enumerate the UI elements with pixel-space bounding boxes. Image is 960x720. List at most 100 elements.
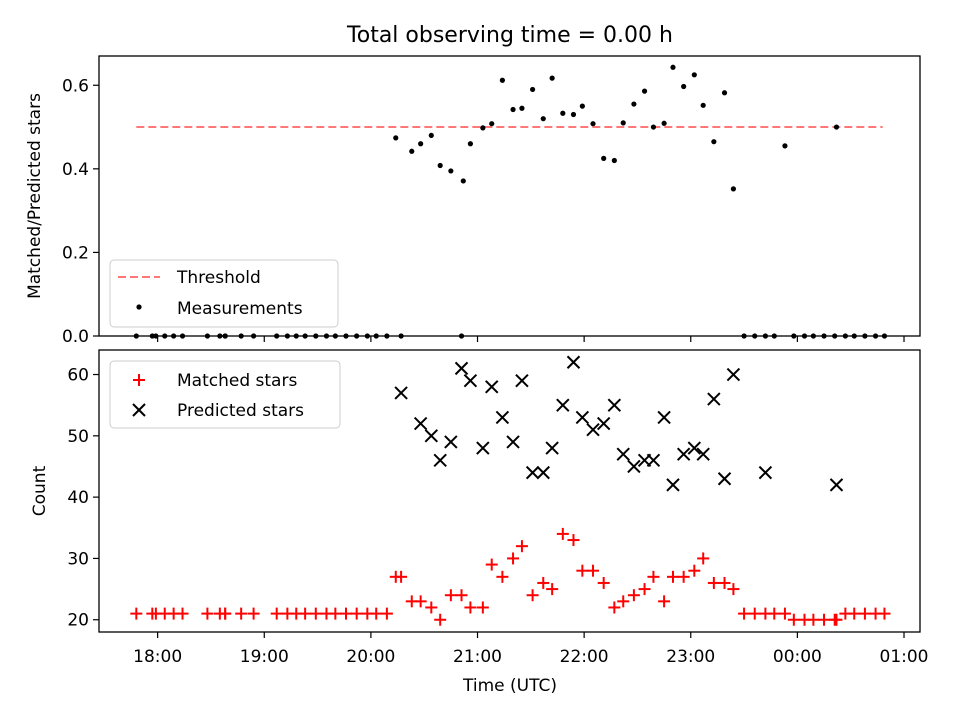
- measurements-legend-label: Measurements: [177, 299, 303, 319]
- threshold-legend-label: Threshold: [176, 268, 261, 288]
- count-y-tick-label: 40: [67, 488, 89, 508]
- measurement-point: [711, 139, 717, 145]
- measurement-point: [499, 77, 505, 83]
- matched-stars-point: [878, 607, 891, 620]
- measurement-point: [650, 124, 657, 130]
- predicted-stars-point: [657, 410, 671, 425]
- matched-stars-point: [425, 601, 438, 614]
- measurement-point: [782, 143, 788, 149]
- measurement-point: [519, 105, 525, 111]
- measurement-point: [620, 120, 626, 126]
- matched-stars-point: [677, 570, 690, 583]
- measurement-point: [540, 116, 546, 122]
- predicted-stars-point: [676, 447, 691, 461]
- measurement-point: [579, 103, 585, 109]
- matched-stars-point: [329, 607, 342, 620]
- matched-stars-point: [587, 564, 600, 577]
- matched-stars-point: [807, 613, 820, 626]
- matched-stars-point: [507, 552, 520, 565]
- measurement-point: [661, 120, 667, 126]
- predicted-stars-legend-label: Predicted stars: [177, 401, 304, 421]
- predicted-stars-point: [515, 373, 529, 388]
- predicted-stars-point: [616, 447, 630, 461]
- matched-stars-point: [778, 607, 791, 620]
- count-panel-frame: [98, 349, 921, 633]
- measurement-point: [437, 162, 443, 169]
- matched-stars-point: [444, 589, 457, 602]
- ratio-y-tick-label: 0.4: [62, 160, 89, 180]
- count-y-tick-label: 30: [67, 549, 89, 569]
- predicted-stars-point: [717, 472, 732, 486]
- matched-stars-point: [434, 613, 447, 626]
- matched-stars-point: [567, 534, 580, 547]
- matched-stars-point: [476, 601, 489, 614]
- measurement-point: [590, 121, 596, 127]
- ratio-panel-frame: [98, 55, 921, 337]
- matched-stars-point: [496, 570, 509, 583]
- measurement-point: [409, 148, 415, 154]
- count-y-tick-label: 50: [67, 427, 89, 447]
- matched-stars-point: [546, 583, 559, 596]
- measurement-point: [611, 157, 617, 164]
- measurement-point: [560, 110, 566, 116]
- measurement-point: [641, 88, 648, 94]
- count-y-axis-label: Count: [30, 465, 50, 516]
- predicted-stars-point: [556, 398, 570, 412]
- predicted-stars-point: [506, 435, 520, 449]
- ratio-legend-box: [109, 259, 339, 328]
- matched-stars-point: [414, 595, 427, 608]
- predicted-stars-point: [666, 478, 680, 492]
- predicted-stars-point: [495, 410, 510, 425]
- matched-stars-point: [707, 576, 720, 589]
- measurement-point: [691, 72, 697, 78]
- matched-stars-point: [597, 576, 610, 589]
- matched-stars-point: [309, 607, 322, 620]
- matched-stars-point: [395, 570, 408, 583]
- ratio-y-tick-label: 0.6: [62, 76, 89, 96]
- measurement-point: [833, 124, 840, 130]
- matched-stars-point: [201, 607, 214, 620]
- predicted-stars-point: [463, 373, 478, 388]
- measurement-point: [730, 186, 737, 192]
- predicted-stars-point: [575, 410, 590, 425]
- measurement-point: [670, 64, 676, 70]
- matched-stars-point: [176, 607, 189, 620]
- predicted-stars-legend-swatch: [132, 403, 146, 417]
- matched-stars-point: [537, 576, 550, 589]
- predicted-stars-point: [433, 453, 447, 468]
- predicted-stars-point: [476, 441, 490, 455]
- matched-stars-point: [235, 607, 248, 620]
- predicted-stars-point: [444, 435, 458, 449]
- matched-stars-point: [697, 552, 710, 565]
- ratio-legend: Threshold Measurements: [109, 259, 339, 328]
- matched-stars-point: [247, 607, 260, 620]
- predicted-stars-point: [586, 422, 600, 437]
- predicted-stars-point: [525, 465, 540, 480]
- ratio-y-tick-label: 0.0: [62, 327, 89, 347]
- matched-stars-point: [515, 540, 528, 553]
- matched-stars-point: [768, 607, 781, 620]
- matched-stars-point: [666, 570, 679, 583]
- predicted-stars-point: [707, 392, 721, 406]
- x-tick-label: 00:00: [773, 647, 822, 667]
- matched-stars-point: [130, 607, 143, 620]
- measurement-point: [510, 106, 516, 113]
- matched-stars-point: [350, 607, 363, 620]
- matched-stars-point: [627, 589, 640, 602]
- matched-stars-point: [858, 607, 871, 620]
- chart-title: Total observing time = 0.00 h: [346, 23, 673, 48]
- predicted-stars-point: [485, 380, 499, 394]
- count-legend: Matched stars Predicted stars: [109, 360, 341, 429]
- predicted-stars-point: [545, 441, 559, 455]
- matched-stars-point: [608, 601, 621, 614]
- predicted-stars-point: [726, 367, 741, 382]
- matched-stars-point: [299, 607, 312, 620]
- count-y-tick-label: 60: [67, 366, 89, 386]
- predicted-stars-point: [596, 416, 611, 431]
- matched-stars-point: [526, 589, 539, 602]
- measurement-point: [480, 125, 486, 131]
- measurement-point: [418, 141, 424, 147]
- measurement-point: [530, 86, 536, 93]
- count-plot-area: [130, 355, 891, 626]
